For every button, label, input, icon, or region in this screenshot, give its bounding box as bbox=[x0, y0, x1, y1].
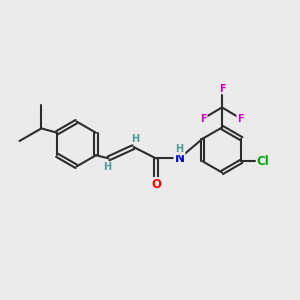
Text: F: F bbox=[219, 83, 225, 94]
Text: F: F bbox=[237, 113, 244, 124]
Text: H: H bbox=[131, 134, 139, 144]
Text: Cl: Cl bbox=[257, 155, 269, 168]
Text: N: N bbox=[174, 152, 184, 165]
Text: H: H bbox=[175, 144, 184, 154]
Text: H: H bbox=[103, 162, 111, 172]
Text: O: O bbox=[151, 178, 161, 191]
Text: F: F bbox=[200, 113, 207, 124]
